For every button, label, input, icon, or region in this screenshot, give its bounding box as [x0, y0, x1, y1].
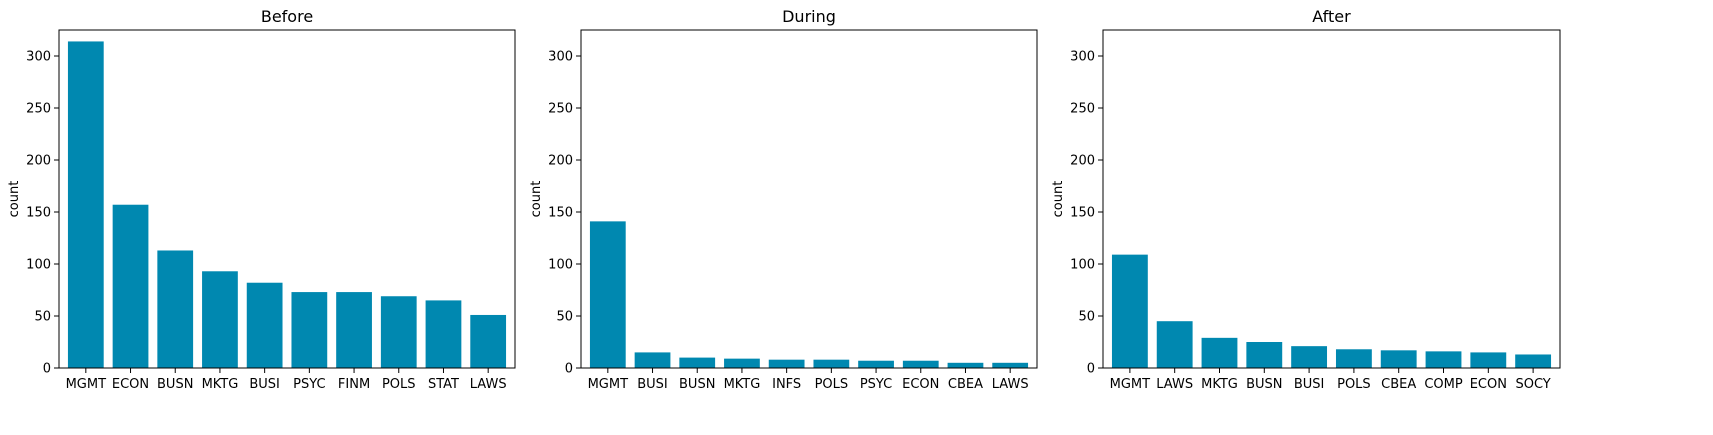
bar-econ: [902, 360, 939, 368]
x-tick-label: INFS: [772, 377, 801, 392]
bar-mktg: [724, 358, 760, 368]
chart-panel-after: 0 50 100 150 200 250 300 MGMT LAWS MKTG BUSN BUSI PO…: [1051, 7, 1561, 392]
x-tick-label: FINM: [338, 377, 370, 392]
bar-stat: [425, 300, 462, 368]
y-tick-label: 250: [548, 102, 573, 117]
y-tick-label: 150: [26, 206, 51, 221]
bar-econ: [1470, 352, 1507, 368]
x-tick-label: MKTG: [202, 377, 239, 392]
x-tick-label: LAWS: [1156, 377, 1193, 392]
y-axis-label: count: [7, 181, 22, 218]
y-tick-label: 150: [1070, 206, 1095, 221]
bar-busi: [634, 352, 671, 368]
y-tick-label: 200: [26, 154, 51, 169]
y-tick-label: 0: [1087, 362, 1095, 377]
axes-frame: [1102, 29, 1561, 369]
x-tick-label: CBEA: [948, 377, 983, 392]
y-tick-label: 300: [1070, 50, 1095, 65]
y-tick-label: 300: [26, 50, 51, 65]
x-tick-label: PSYC: [860, 377, 892, 392]
y-tick-label: 50: [34, 310, 51, 325]
x-tick-label: BUSI: [1294, 377, 1325, 392]
x-tick-label: MGMT: [66, 377, 107, 392]
y-tick-label: 300: [548, 50, 573, 65]
bar-laws: [470, 314, 507, 368]
bar-socy: [1515, 354, 1552, 368]
chart-panel-during: 0 50 100 150 200 250 300 MGMT BUSI BUSN MKTG INFS PO…: [529, 7, 1038, 392]
bar-mgmt: [67, 41, 104, 368]
y-tick-label: 0: [43, 362, 51, 377]
x-tick-label: ECON: [1470, 377, 1507, 392]
bar-busn: [1246, 342, 1283, 368]
chart-title: During: [782, 7, 836, 26]
bar-pols: [813, 359, 850, 368]
y-tick-label: 100: [26, 258, 51, 273]
bar-laws: [992, 362, 1029, 368]
y-tick-label: 50: [1078, 310, 1095, 325]
x-tick-label: MKTG: [724, 377, 761, 392]
x-tick-label: BUSN: [157, 377, 193, 392]
bar-psyc: [858, 360, 894, 368]
bar-cbea: [947, 362, 984, 368]
axes-frame: [58, 29, 516, 369]
bar-mgmt: [589, 221, 626, 368]
x-tick-label: POLS: [815, 377, 849, 392]
x-tick-label: MGMT: [588, 377, 629, 392]
x-tick-label: POLS: [382, 377, 416, 392]
bar-laws: [1156, 321, 1193, 368]
y-tick-label: 250: [1070, 102, 1095, 117]
x-tick-label: PSYC: [293, 377, 325, 392]
bar-pols: [380, 296, 417, 368]
x-tick-label: SOCY: [1515, 377, 1550, 392]
x-tick-label: MKTG: [1201, 377, 1238, 392]
y-tick-label: 100: [548, 258, 573, 273]
bar-comp: [1425, 351, 1462, 368]
x-tick-label: COMP: [1424, 377, 1463, 392]
axes-frame: [580, 29, 1038, 369]
bar-mgmt: [1111, 254, 1148, 368]
bar-busi: [246, 282, 283, 368]
bar-finm: [336, 292, 372, 368]
x-tick-label: ECON: [112, 377, 149, 392]
bar-busn: [157, 250, 194, 368]
bar-mktg: [1201, 337, 1238, 368]
x-tick-label: POLS: [1337, 377, 1371, 392]
y-tick-label: 200: [548, 154, 573, 169]
x-tick-label: MGMT: [1110, 377, 1151, 392]
chart-title: After: [1312, 7, 1351, 26]
chart-title: Before: [261, 7, 313, 26]
x-tick-label: LAWS: [470, 377, 507, 392]
bar-mktg: [202, 271, 238, 368]
bar-pols: [1335, 349, 1372, 368]
x-tick-label: STAT: [428, 377, 459, 392]
x-tick-label: LAWS: [992, 377, 1029, 392]
y-tick-label: 200: [1070, 154, 1095, 169]
bar-econ: [112, 204, 149, 368]
x-tick-label: CBEA: [1381, 377, 1416, 392]
x-tick-label: BUSI: [249, 377, 280, 392]
chart-panel-before: 0 50 100 150 200 250 300 MGMT ECON BUSN MKTG BUSI PS…: [7, 7, 516, 392]
y-axis-label: count: [1051, 181, 1066, 218]
y-tick-label: 100: [1070, 258, 1095, 273]
bar-busi: [1291, 346, 1328, 368]
x-tick-label: ECON: [902, 377, 939, 392]
y-tick-label: 0: [565, 362, 573, 377]
y-axis-label: count: [529, 181, 544, 218]
y-tick-label: 150: [548, 206, 573, 221]
bar-infs: [768, 359, 805, 368]
y-tick-label: 50: [556, 310, 573, 325]
x-tick-label: BUSN: [1246, 377, 1282, 392]
x-tick-label: BUSN: [679, 377, 715, 392]
bar-busn: [679, 357, 716, 368]
x-tick-label: BUSI: [637, 377, 668, 392]
bar-psyc: [291, 292, 328, 368]
y-tick-label: 250: [26, 102, 51, 117]
bar-cbea: [1380, 350, 1417, 368]
